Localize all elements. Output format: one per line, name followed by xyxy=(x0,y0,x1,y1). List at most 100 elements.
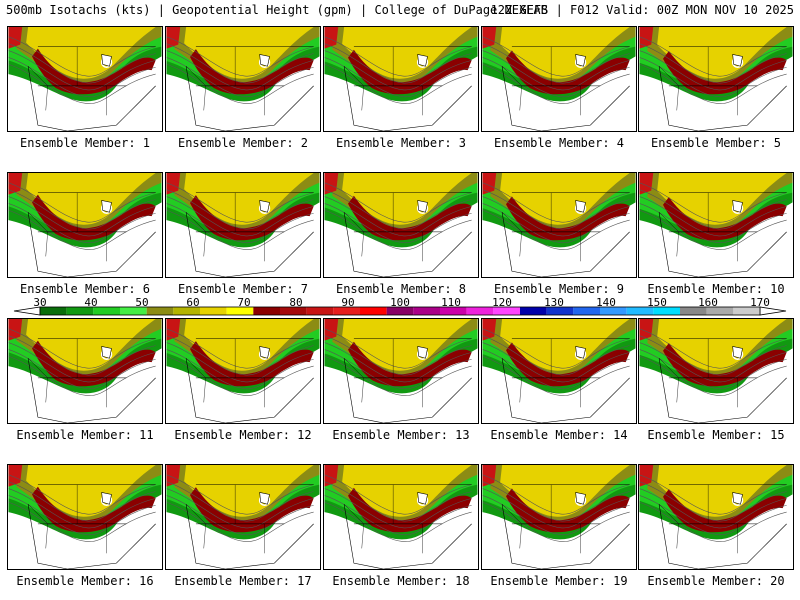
state-borders xyxy=(658,46,738,116)
panel-caption: Ensemble Member: 18 xyxy=(332,574,470,588)
height-contour xyxy=(324,335,472,376)
colorbar-label: 170 xyxy=(750,296,770,309)
panel-caption: Ensemble Member: 16 xyxy=(16,574,154,588)
northwest-jet-core xyxy=(166,173,181,195)
panel-caption: Ensemble Member: 10 xyxy=(647,282,785,296)
height-contour xyxy=(166,50,314,91)
height-contour xyxy=(8,189,156,230)
colorbar-swatch xyxy=(626,307,654,315)
height-contour xyxy=(8,57,156,97)
ensemble-panel xyxy=(165,26,321,132)
colorbar-label: 60 xyxy=(186,296,200,309)
colorbar-swatch xyxy=(66,307,94,315)
colorbar-swatch xyxy=(360,307,387,315)
height-contour xyxy=(8,342,156,383)
state-borders xyxy=(343,46,423,116)
height-contour xyxy=(482,182,630,223)
height-contour xyxy=(639,210,787,250)
state-borders xyxy=(27,192,107,262)
height-contour xyxy=(8,182,156,223)
panel-caption: Ensemble Member: 12 xyxy=(174,428,312,442)
ensemble-map xyxy=(323,464,479,570)
great-lakes xyxy=(732,346,743,359)
height-contour xyxy=(8,210,156,250)
state-borders xyxy=(658,484,738,554)
state-borders xyxy=(27,484,107,554)
ensemble-map xyxy=(638,26,794,132)
colorbar-swatch xyxy=(333,307,360,315)
jet-streak xyxy=(506,196,630,241)
height-contour xyxy=(639,495,787,535)
height-contour xyxy=(482,203,630,243)
height-contour xyxy=(324,210,472,250)
ensemble-map xyxy=(323,318,479,424)
height-contour xyxy=(482,474,630,515)
great-lakes xyxy=(259,346,270,359)
state-borders xyxy=(501,46,581,116)
panel-caption: Ensemble Member: 7 xyxy=(177,282,309,296)
height-contour xyxy=(482,36,630,77)
ensemble-map xyxy=(481,464,637,570)
colorbar-label: 50 xyxy=(135,296,149,309)
great-lakes xyxy=(101,54,112,67)
jet-streak xyxy=(663,196,787,241)
height-contour xyxy=(482,50,630,91)
model-run-info: 12Z GEFS | F012 Valid: 00Z MON NOV 10 20… xyxy=(490,3,794,17)
height-contour xyxy=(166,328,314,369)
colorbar-swatch xyxy=(466,307,494,315)
northwest-jet-core xyxy=(166,27,181,49)
panel-caption: Ensemble Member: 3 xyxy=(335,136,467,150)
yellow-band xyxy=(342,319,472,371)
ensemble-map xyxy=(7,318,163,424)
yellow-band xyxy=(184,173,314,225)
ensemble-map xyxy=(165,26,321,132)
great-lakes xyxy=(575,346,586,359)
height-contour xyxy=(324,36,472,77)
colorbar-label: 70 xyxy=(237,296,251,309)
jet-streak xyxy=(190,195,314,241)
jet-streak xyxy=(506,50,630,95)
height-contour xyxy=(166,210,314,250)
colorbar-swatch xyxy=(573,307,600,315)
colorbar-swatch xyxy=(413,307,440,315)
ensemble-panel xyxy=(481,318,637,424)
northwest-jet-core xyxy=(166,465,181,487)
state-borders xyxy=(343,338,423,408)
height-contour xyxy=(8,495,156,535)
colorbar-swatch xyxy=(173,307,200,315)
height-contour xyxy=(324,203,472,243)
panel-caption: Ensemble Member: 19 xyxy=(490,574,628,588)
height-contour xyxy=(166,474,314,515)
colorbar-swatch xyxy=(146,307,174,315)
ensemble-panel xyxy=(323,464,479,570)
height-contour xyxy=(639,203,787,243)
height-contour xyxy=(166,43,314,84)
panel-caption: Ensemble Member: 20 xyxy=(647,574,785,588)
figure-title: 500mb Isotachs (kts) | Geopotential Heig… xyxy=(6,3,548,17)
height-contour xyxy=(8,481,156,522)
yellow-band xyxy=(657,27,787,79)
height-contour xyxy=(166,57,314,97)
height-contour xyxy=(166,203,314,243)
height-contour xyxy=(166,488,314,529)
ensemble-map xyxy=(323,26,479,132)
ensemble-panel xyxy=(481,464,637,570)
colorbar-label: 160 xyxy=(698,296,718,309)
ensemble-map xyxy=(165,318,321,424)
height-contour xyxy=(639,64,787,104)
height-contour xyxy=(166,335,314,376)
colorbar-label: 130 xyxy=(544,296,564,309)
height-contour xyxy=(482,335,630,376)
great-lakes xyxy=(417,54,428,67)
ensemble-panel xyxy=(481,172,637,278)
height-contour xyxy=(639,182,787,223)
yellow-band xyxy=(184,319,314,371)
yellow-band xyxy=(657,319,787,371)
northwest-jet-core xyxy=(482,319,497,341)
height-contour xyxy=(639,481,787,522)
height-contour xyxy=(639,488,787,529)
northwest-jet-core xyxy=(8,27,23,49)
height-contour xyxy=(166,349,314,389)
colorbar-swatch xyxy=(733,307,760,315)
panel-caption: Ensemble Member: 17 xyxy=(174,574,312,588)
